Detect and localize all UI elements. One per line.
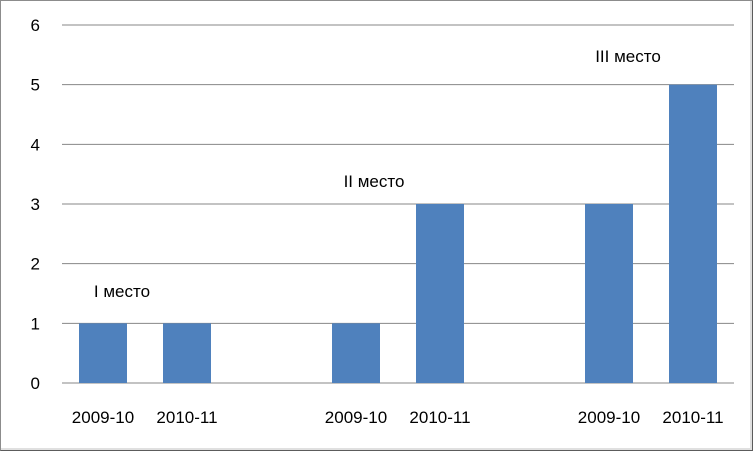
y-tick-label: 6 (31, 16, 40, 35)
bar-2-2009-10 (332, 323, 380, 383)
group-labels: I место II место III место (94, 47, 661, 301)
gridlines (62, 24, 734, 384)
group-label-1: I место (94, 282, 150, 301)
group-label-3: III место (595, 47, 661, 66)
bar-1-2010-11 (163, 323, 211, 383)
x-tick-label: 2010-11 (409, 408, 470, 427)
x-tick-label: 2009-10 (325, 408, 387, 427)
x-tick-label: 2009-10 (578, 408, 640, 427)
y-tick-label: 0 (31, 374, 40, 393)
y-tick-label: 1 (31, 314, 40, 333)
y-tick-label: 2 (31, 255, 40, 274)
bar-1-2009-10 (79, 323, 127, 383)
x-tick-label: 2010-11 (662, 408, 723, 427)
y-tick-label: 5 (31, 76, 40, 95)
x-tick-label: 2009-10 (72, 408, 134, 427)
y-axis-tick-labels: 0 1 2 3 4 5 6 (31, 16, 40, 393)
y-tick-label: 3 (31, 195, 40, 214)
x-axis-tick-labels: 2009-10 2010-11 2009-10 2010-11 2009-10 2010-… (72, 408, 724, 427)
bar-2-2010-11 (416, 204, 464, 383)
y-tick-label: 4 (31, 135, 40, 154)
group-label-2: II место (344, 172, 405, 191)
bar-3-2010-11 (669, 84, 717, 384)
x-tick-label: 2010-11 (156, 408, 217, 427)
bars (79, 84, 717, 384)
bar-3-2009-10 (585, 204, 633, 383)
